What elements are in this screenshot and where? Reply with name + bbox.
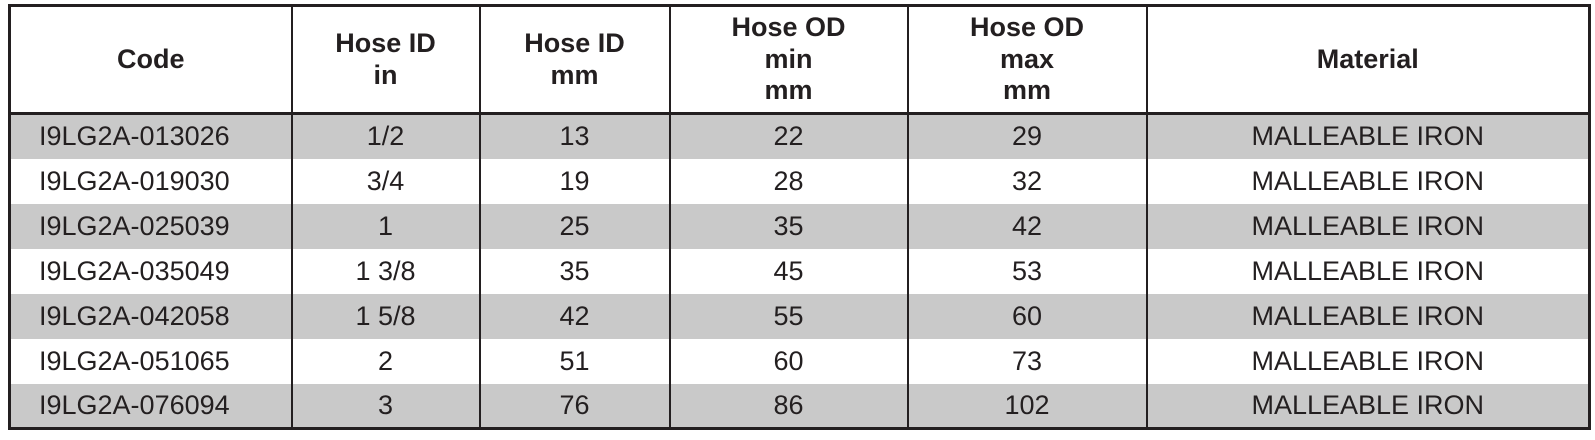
cell-code: I9LG2A-025039 [8,203,293,249]
cell-hose-id-mm: 35 [478,248,671,294]
spec-table-body: I9LG2A-013026 1/2 13 22 29 MALLEABLE IRO… [8,113,1591,429]
table-row: I9LG2A-025039 1 25 35 42 MALLEABLE IRON [8,203,1591,249]
cell-hose-od-max-mm: 60 [906,293,1148,339]
cell-material: MALLEABLE IRON [1145,293,1591,339]
column-header-hose-id-in: Hose ID in [290,5,481,115]
cell-hose-od-max-mm: 53 [906,248,1148,294]
cell-hose-id-in: 1 5/8 [290,293,481,339]
cell-hose-id-in: 1 [290,203,481,249]
cell-hose-od-min-mm: 35 [668,203,909,249]
cell-hose-id-in: 3 [290,383,481,429]
header-row: Code Hose ID in Hose ID mm Hose OD min m… [8,5,1591,115]
cell-hose-od-min-mm: 22 [668,113,909,159]
cell-material: MALLEABLE IRON [1145,248,1591,294]
cell-code: I9LG2A-035049 [8,248,293,294]
spec-table: Code Hose ID in Hose ID mm Hose OD min m… [8,4,1591,430]
cell-material: MALLEABLE IRON [1145,158,1591,204]
cell-hose-od-min-mm: 60 [668,338,909,384]
cell-hose-id-mm: 76 [478,383,671,429]
cell-hose-od-max-mm: 73 [906,338,1148,384]
column-header-code: Code [8,5,293,115]
cell-hose-id-mm: 19 [478,158,671,204]
cell-hose-od-max-mm: 102 [906,383,1148,429]
cell-code: I9LG2A-019030 [8,158,293,204]
column-header-hose-od-max-mm: Hose OD max mm [906,5,1148,115]
cell-hose-od-min-mm: 28 [668,158,909,204]
table-row: I9LG2A-013026 1/2 13 22 29 MALLEABLE IRO… [8,113,1591,159]
column-header-hose-id-mm: Hose ID mm [478,5,671,115]
cell-hose-od-min-mm: 45 [668,248,909,294]
cell-hose-od-min-mm: 55 [668,293,909,339]
cell-material: MALLEABLE IRON [1145,338,1591,384]
cell-code: I9LG2A-051065 [8,338,293,384]
cell-code: I9LG2A-042058 [8,293,293,339]
cell-hose-od-max-mm: 42 [906,203,1148,249]
cell-hose-id-in: 3/4 [290,158,481,204]
cell-hose-id-in: 2 [290,338,481,384]
cell-hose-id-in: 1 3/8 [290,248,481,294]
table-row: I9LG2A-035049 1 3/8 35 45 53 MALLEABLE I… [8,248,1591,294]
table-row: I9LG2A-019030 3/4 19 28 32 MALLEABLE IRO… [8,158,1591,204]
cell-material: MALLEABLE IRON [1145,203,1591,249]
spec-table-header: Code Hose ID in Hose ID mm Hose OD min m… [8,5,1591,115]
table-row: I9LG2A-051065 2 51 60 73 MALLEABLE IRON [8,338,1591,384]
cell-hose-id-mm: 13 [478,113,671,159]
cell-code: I9LG2A-013026 [8,113,293,159]
cell-hose-id-mm: 42 [478,293,671,339]
cell-material: MALLEABLE IRON [1145,383,1591,429]
cell-hose-id-mm: 51 [478,338,671,384]
cell-hose-od-min-mm: 86 [668,383,909,429]
table-row: I9LG2A-076094 3 76 86 102 MALLEABLE IRON [8,383,1591,429]
cell-material: MALLEABLE IRON [1145,113,1591,159]
cell-hose-od-max-mm: 29 [906,113,1148,159]
table-row: I9LG2A-042058 1 5/8 42 55 60 MALLEABLE I… [8,293,1591,339]
column-header-hose-od-min-mm: Hose OD min mm [668,5,909,115]
column-header-material: Material [1145,5,1591,115]
cell-code: I9LG2A-076094 [8,383,293,429]
cell-hose-id-mm: 25 [478,203,671,249]
cell-hose-od-max-mm: 32 [906,158,1148,204]
cell-hose-id-in: 1/2 [290,113,481,159]
